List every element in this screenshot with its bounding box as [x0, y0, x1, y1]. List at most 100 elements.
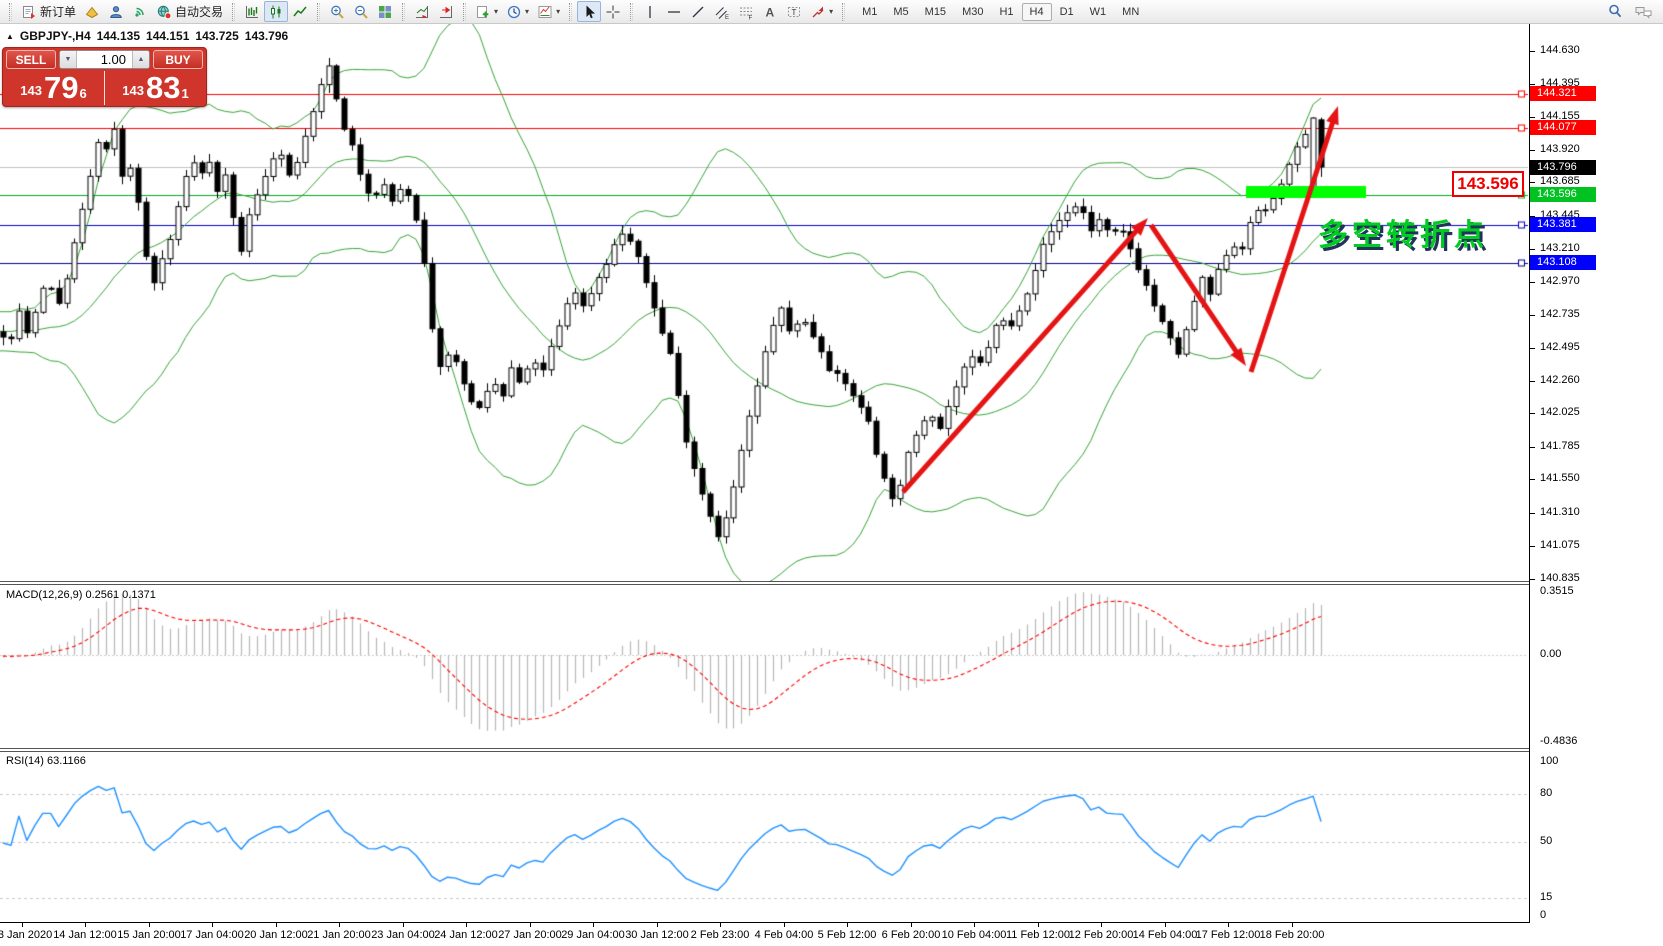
price-level-callout[interactable]: 143.596	[1452, 171, 1524, 197]
equidistant-channel-button[interactable]: E	[710, 1, 734, 22]
time-axis-label: 6 Feb 20:00	[881, 929, 941, 941]
autotrading-button[interactable]: 自动交易	[152, 1, 227, 22]
line-chart-button[interactable]	[288, 1, 312, 22]
lot-size-box: ▼ 1.00 ▲	[59, 50, 150, 69]
price-axis-tick-label: 141.075	[1540, 539, 1580, 551]
chat-icon[interactable]	[1634, 4, 1653, 20]
time-axis-label: 17 Jan 04:00	[180, 929, 244, 941]
text-button[interactable]: A	[758, 1, 782, 22]
macd-pane-separator[interactable]	[0, 581, 1529, 585]
rsi-pane-separator[interactable]	[0, 748, 1529, 752]
toolbar-separator	[317, 2, 321, 21]
bar-chart-button[interactable]	[240, 1, 264, 22]
lot-size-value[interactable]: 1.00	[100, 52, 126, 67]
timeframe-group: M1 M5 M15 M30 H1 H4 D1 W1 MN	[854, 2, 1147, 21]
price-axis-tick-label: 142.260	[1540, 374, 1580, 386]
indicators-dropdown-caret[interactable]: ▾	[494, 6, 499, 16]
crosshair-button[interactable]	[601, 1, 625, 22]
price-axis-tick-mark	[1530, 479, 1535, 480]
horizontal-line-button[interactable]	[662, 1, 686, 22]
signals-button[interactable]	[128, 1, 152, 22]
price-axis-tick-label: 141.785	[1540, 440, 1580, 452]
macd-axis-tick-label: 0.3515	[1540, 585, 1574, 597]
auto-scroll-button[interactable]	[410, 1, 434, 22]
indicators-button[interactable]: ▾	[471, 1, 502, 22]
timeframe-button-d1[interactable]: D1	[1059, 5, 1074, 18]
fibonacci-button[interactable]: F	[734, 1, 758, 22]
zoom-out-icon	[355, 5, 368, 19]
price-axis-tick-mark	[1530, 282, 1535, 283]
buy-price[interactable]: 143 83 1	[104, 71, 206, 105]
periods-button[interactable]: ▾	[502, 1, 533, 22]
time-axis-tick-mark	[847, 922, 848, 927]
time-axis-tick-mark	[276, 922, 277, 927]
price-axis-tick-mark	[1530, 546, 1535, 547]
zoom-out-button[interactable]	[349, 1, 373, 22]
time-axis-tick-mark	[530, 922, 531, 927]
macd-pane-canvas[interactable]	[0, 586, 1529, 747]
price-tag: 143.796	[1530, 160, 1596, 175]
price-axis-tick-label: 141.550	[1540, 472, 1580, 484]
text-label-button[interactable]: T	[782, 1, 806, 22]
price-tag: 143.381	[1530, 217, 1596, 232]
lot-increase-button[interactable]: ▲	[132, 51, 149, 68]
time-axis-tick-mark	[974, 922, 975, 927]
chart-shift-icon	[440, 5, 453, 18]
templates-dropdown-caret[interactable]: ▾	[556, 6, 561, 16]
time-axis-label: 14 Feb 04:00	[1132, 929, 1198, 941]
horizontal-line-icon	[668, 10, 681, 13]
timeframe-button-h1[interactable]: H1	[999, 5, 1014, 18]
price-axis-tick-mark	[1530, 51, 1535, 52]
buy-button[interactable]: BUY	[153, 50, 203, 69]
price-axis-tick-mark	[1530, 150, 1535, 151]
sell-button[interactable]: SELL	[6, 50, 56, 69]
timeframe-button-mn[interactable]: MN	[1122, 5, 1140, 18]
candlestick-chart-icon	[271, 5, 281, 18]
price-axis-tick-label: 143.685	[1540, 175, 1580, 187]
sell-price[interactable]: 143 79 6	[3, 71, 104, 105]
time-axis-label: 20 Jan 12:00	[244, 929, 308, 941]
zoom-in-icon	[331, 5, 344, 19]
time-axis-tick-mark	[403, 922, 404, 927]
timeframe-button-m1[interactable]: M1	[862, 5, 878, 18]
chart-shift-button[interactable]	[434, 1, 458, 22]
symbol-collapse-icon[interactable]: ▲	[6, 31, 14, 41]
price-axis-tick-mark	[1530, 413, 1535, 414]
vertical-line-button[interactable]	[638, 1, 662, 22]
main-chart-canvas[interactable]	[0, 24, 1529, 581]
search-icon[interactable]	[1607, 3, 1624, 20]
time-axis-tick-mark	[1228, 922, 1229, 927]
tile-windows-button[interactable]	[373, 1, 397, 22]
symbol-header: ▲ GBPJPY-,H4 144.135 144.151 143.725 143…	[6, 29, 288, 43]
templates-button[interactable]: ▾	[533, 1, 564, 22]
market-watch-button[interactable]	[104, 1, 128, 22]
cursor-icon	[586, 5, 596, 18]
cursor-button[interactable]	[577, 1, 602, 22]
lot-decrease-button[interactable]: ▼	[60, 51, 77, 68]
arrows-button[interactable]: ▾	[806, 1, 837, 22]
time-axis-label: 30 Jan 12:00	[625, 929, 689, 941]
zoom-in-button[interactable]	[325, 1, 349, 22]
trendline-button[interactable]	[686, 1, 710, 22]
candlestick-chart-button[interactable]	[264, 1, 289, 22]
periods-dropdown-caret[interactable]: ▾	[525, 6, 530, 16]
new-order-button[interactable]: 新订单	[17, 1, 80, 22]
crosshair-icon	[606, 5, 620, 18]
timeframe-button-h4[interactable]: H4	[1021, 2, 1052, 21]
timeframe-button-m15[interactable]: M15	[924, 5, 947, 18]
timeframe-button-w1[interactable]: W1	[1089, 5, 1107, 18]
time-axis-label: 12 Feb 20:00	[1068, 929, 1134, 941]
pivot-annotation-text[interactable]: 多空转折点	[1318, 219, 1488, 252]
time-axis-tick-mark	[212, 922, 213, 927]
arrows-dropdown-caret[interactable]: ▾	[829, 6, 834, 16]
timeframe-button-m5[interactable]: M5	[893, 5, 909, 18]
toolbar-separator	[569, 2, 573, 21]
auto-scroll-icon	[416, 5, 429, 18]
time-axis-border	[0, 922, 1530, 923]
rsi-pane-canvas[interactable]	[0, 753, 1529, 922]
timeframe-button-m30[interactable]: M30	[962, 5, 984, 18]
macd-axis-tick-label: 0.00	[1540, 648, 1562, 660]
new-order-icon	[23, 5, 35, 19]
rsi-axis-tick-label: 80	[1540, 787, 1553, 799]
metaeditor-button[interactable]	[80, 1, 104, 22]
